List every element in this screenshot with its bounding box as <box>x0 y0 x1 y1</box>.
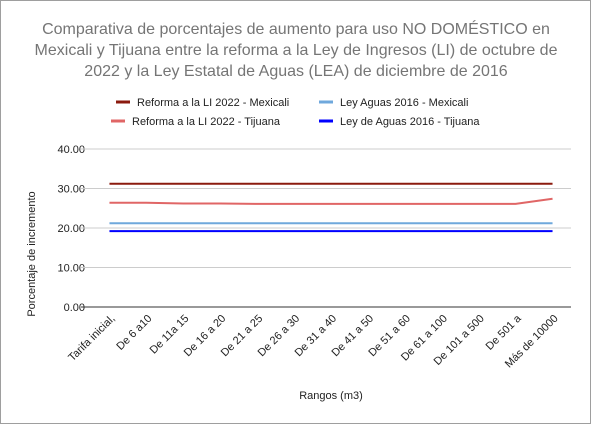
x-axis-title: Rangos (m3) <box>299 390 363 402</box>
y-tick-label: 20.00 <box>57 223 85 235</box>
legend-label: Ley Aguas 2016 - Mexicali <box>340 97 468 109</box>
y-axis-title: Porcentaje de incremento <box>26 191 38 316</box>
y-tick-label: 40.00 <box>57 144 85 156</box>
y-tick-label: 30.00 <box>57 184 85 196</box>
legend-label: Reforma a la LI 2022 - Tijuana <box>132 116 281 128</box>
y-tick-label: 0.00 <box>64 302 85 314</box>
legend-label: Reforma a la LI 2022 - Mexicali <box>137 97 289 109</box>
chart-title: Comparativa de porcentajes de aumento pa… <box>34 21 558 80</box>
legend-label: Ley de Aguas 2016 - Tijuana <box>340 116 480 128</box>
series-line <box>109 197 553 205</box>
x-tick-label: Tarifa inicial, <box>66 313 117 364</box>
y-tick-label: 10.00 <box>57 263 85 275</box>
